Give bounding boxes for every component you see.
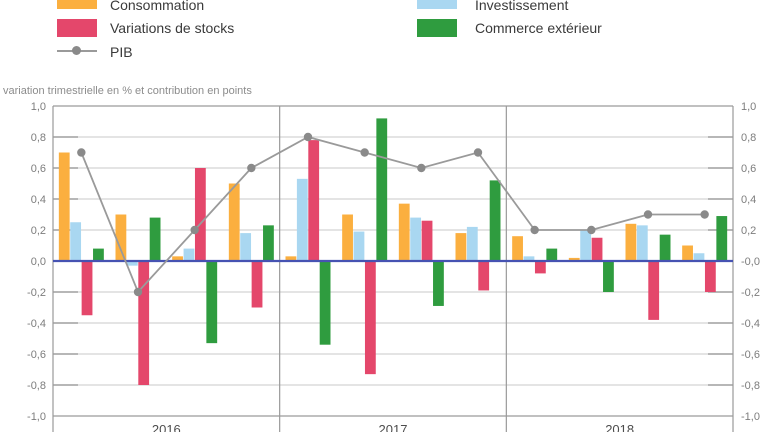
- y-axis-label-right: 0,2: [741, 225, 756, 237]
- y-axis-label-right: 0,6: [741, 163, 756, 175]
- bar-investissement-q7: [410, 217, 422, 261]
- legend-swatch-commerce-exterieur: [417, 19, 457, 37]
- bar-commerce-ext-rieur-q4: [263, 225, 274, 261]
- bar-variations-de-stocks-q2: [138, 261, 150, 385]
- bar-commerce-ext-rieur-q10: [603, 261, 614, 292]
- pib-marker-q9: [530, 225, 539, 235]
- y-axis-label-right: -0,0: [741, 256, 760, 268]
- bar-commerce-ext-rieur-q7: [433, 261, 444, 306]
- x-axis-year-label: 2018: [605, 422, 634, 432]
- bar-commerce-ext-rieur-q11: [659, 234, 671, 261]
- bar-investissement-q5: [296, 178, 308, 261]
- y-axis-label-left: 1,0: [31, 101, 46, 113]
- y-axis-label-right: 0,4: [741, 194, 756, 206]
- bar-variations-de-stocks-q8: [478, 261, 490, 291]
- bar-consommation-q2: [115, 214, 127, 261]
- x-axis-year-label: 2017: [379, 422, 408, 432]
- pib-marker-q3: [190, 225, 199, 235]
- bar-variations-de-stocks-q5: [308, 140, 320, 261]
- bar-variations-de-stocks-q9: [534, 261, 546, 274]
- y-axis-label-left: -0,8: [27, 380, 46, 392]
- bar-commerce-ext-rieur-q6: [376, 118, 388, 262]
- bar-variations-de-stocks-q7: [421, 220, 433, 261]
- bar-variations-de-stocks-q6: [364, 261, 376, 375]
- legend-label-variations-de-stocks: Variations de stocks: [110, 20, 235, 36]
- bar-consommation-q9: [512, 236, 523, 261]
- bar-investissement-q8: [466, 226, 478, 261]
- chart-subtitle: variation trimestrielle en % et contribu…: [3, 85, 252, 97]
- y-axis-label-left: -0,2: [27, 287, 46, 299]
- pib-marker-q7: [417, 163, 426, 173]
- y-axis-label-left: 0,8: [31, 132, 46, 144]
- bar-consommation-q7: [398, 203, 410, 261]
- bar-variations-de-stocks-q11: [648, 261, 660, 320]
- y-axis-label-right: 1,0: [741, 101, 756, 113]
- pib-marker-q5: [303, 132, 313, 142]
- y-axis-label-left: 0,2: [31, 225, 46, 237]
- bar-variations-de-stocks-q4: [251, 261, 263, 308]
- bar-investissement-q12: [693, 253, 705, 261]
- y-axis-label-right: 0,8: [741, 132, 756, 144]
- bar-variations-de-stocks-q12: [704, 261, 716, 292]
- pib-marker-q4: [247, 163, 256, 173]
- y-axis-label-right: -0,8: [741, 380, 760, 392]
- bar-commerce-ext-rieur-q3: [206, 261, 218, 344]
- bar-consommation-q4: [228, 183, 240, 261]
- bar-variations-de-stocks-q3: [194, 168, 206, 261]
- y-axis-label-left: 0,4: [31, 194, 46, 206]
- bar-investissement-q11: [636, 225, 648, 261]
- bar-commerce-ext-rieur-q12: [716, 216, 728, 261]
- legend-marker-pib-icon: [72, 46, 81, 55]
- pib-marker-q12: [700, 210, 709, 219]
- bar-commerce-ext-rieur-q5: [319, 261, 331, 345]
- x-axis-year-label: 2016: [152, 422, 181, 432]
- pib-marker-q1: [77, 148, 86, 157]
- y-axis-label-right: -1,0: [741, 411, 760, 423]
- bar-commerce-ext-rieur-q1: [93, 248, 104, 261]
- bar-investissement-q10: [580, 230, 592, 261]
- legend-label-investissement: Investissement: [475, 0, 569, 13]
- y-axis-label-right: -0,6: [741, 349, 760, 361]
- bar-consommation-q8: [455, 233, 467, 261]
- bar-commerce-ext-rieur-q9: [546, 248, 558, 261]
- bar-investissement-q3: [183, 248, 195, 261]
- legend-label-commerce-exterieur: Commerce extérieur: [475, 20, 602, 36]
- bar-consommation-q11: [625, 223, 637, 261]
- pib-marker-q2: [133, 287, 143, 297]
- y-axis-label-left: -1,0: [27, 411, 46, 423]
- legend-label-consommation: Consommation: [110, 0, 205, 13]
- bar-consommation-q3: [172, 256, 183, 261]
- bar-consommation-q1: [58, 152, 70, 261]
- bar-commerce-ext-rieur-q2: [149, 217, 161, 261]
- legend-label-pib: PIB: [110, 44, 133, 60]
- bar-consommation-q6: [342, 214, 353, 261]
- y-axis-label-right: -0,4: [741, 318, 760, 330]
- bar-consommation-q12: [682, 245, 693, 261]
- legend-swatch-consommation: [57, 0, 97, 9]
- y-axis-label-left: 0,0: [31, 256, 46, 268]
- bar-investissement-q9: [523, 256, 535, 261]
- pib-marker-q10: [587, 225, 596, 235]
- bar-investissement-q4: [240, 233, 252, 261]
- y-axis-label-left: -0,4: [27, 318, 46, 330]
- y-axis-label-left: -0,6: [27, 349, 46, 361]
- y-axis-label-left: 0,6: [31, 163, 46, 175]
- bar-commerce-ext-rieur-q8: [489, 180, 501, 261]
- pib-line: [80, 136, 705, 294]
- pib-marker-q8: [473, 148, 483, 157]
- legend-swatch-investissement: [417, 0, 457, 9]
- pib-marker-q6: [360, 148, 369, 157]
- bar-investissement-q1: [70, 222, 82, 261]
- y-axis-label-right: -0,2: [741, 287, 760, 299]
- bar-investissement-q6: [353, 231, 365, 261]
- bar-variations-de-stocks-q10: [591, 237, 603, 261]
- bar-consommation-q5: [285, 256, 297, 261]
- bar-investissement-q2: [126, 261, 138, 266]
- bar-consommation-q10: [568, 257, 580, 261]
- pib-marker-q11: [643, 210, 653, 219]
- legend-swatch-variations-de-stocks: [57, 19, 97, 37]
- bar-variations-de-stocks-q1: [81, 261, 93, 316]
